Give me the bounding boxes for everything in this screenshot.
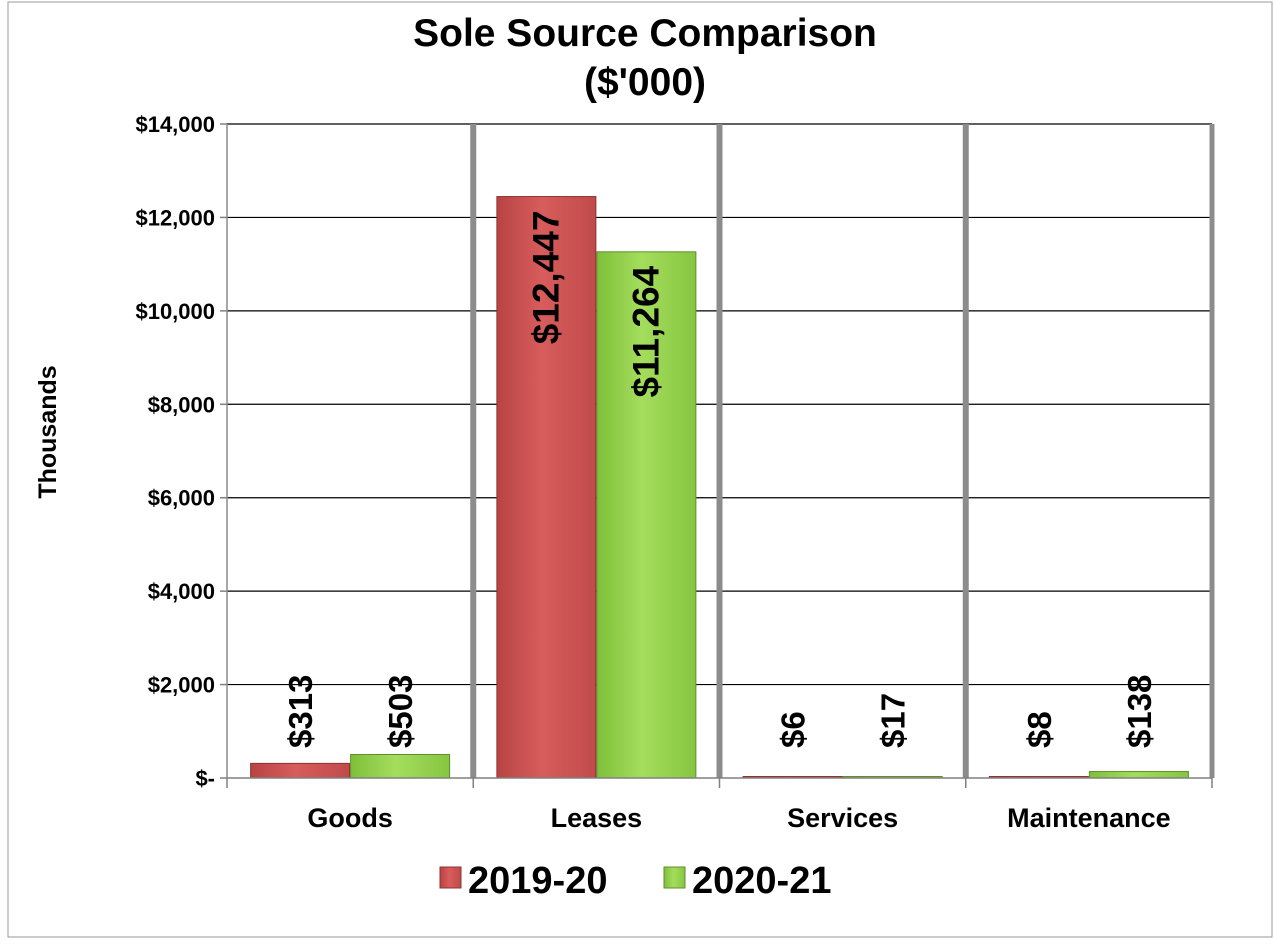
- y-tick-label: $4,000: [148, 579, 215, 604]
- legend-swatch-2019-20: [439, 866, 462, 889]
- data-label: $11,264: [625, 265, 666, 397]
- data-label: $17: [875, 693, 912, 748]
- gridlines: [227, 123, 1215, 778]
- bar-2019-20-Goods: [250, 762, 351, 779]
- bars: [250, 196, 1189, 779]
- bar-2020-21-Goods: [350, 754, 451, 779]
- data-label: $138: [1121, 675, 1158, 748]
- data-label: $12,447: [525, 211, 566, 345]
- chart-subtitle: ($'000): [584, 61, 706, 104]
- data-label: $6: [775, 711, 812, 748]
- y-tick-label: $6,000: [148, 486, 215, 511]
- x-tick-label: Maintenance: [1007, 803, 1171, 833]
- data-labels: $313 $12,447 $6 $8 $503 $11,264 $17 $138: [282, 211, 1158, 748]
- bar-2019-20-Leases: [496, 196, 597, 779]
- y-axis-label: Thousands: [34, 365, 62, 498]
- x-tick-label: Goods: [307, 803, 393, 833]
- legend-label: 2020-21: [692, 860, 831, 902]
- data-label: $503: [382, 675, 419, 748]
- chart-title: Sole Source Comparison: [413, 12, 877, 55]
- bar-2020-21-Leases: [596, 251, 697, 779]
- x-tick-label: Services: [787, 803, 898, 833]
- bar-2020-21-Maintenance: [1088, 771, 1189, 779]
- legend-swatch-2020-21: [663, 866, 686, 889]
- y-tick-label: $-: [195, 766, 215, 791]
- legend-label: 2019-20: [468, 860, 607, 902]
- chart-border: [7, 1, 1273, 938]
- y-tick-label: $2,000: [148, 673, 215, 698]
- axes: $- $2,000 $4,000 $6,000 $8,000 $10,000 $12,000…: [135, 112, 1213, 833]
- y-tick-label: $14,000: [135, 112, 215, 137]
- legend: 2019-20 2020-21: [439, 860, 831, 902]
- y-tick-label: $10,000: [135, 299, 215, 324]
- y-tick-label: $8,000: [148, 392, 215, 417]
- data-label: $8: [1021, 711, 1058, 748]
- y-tick-label: $12,000: [135, 205, 215, 230]
- data-label: $313: [282, 675, 319, 748]
- x-tick-label: Leases: [551, 803, 643, 833]
